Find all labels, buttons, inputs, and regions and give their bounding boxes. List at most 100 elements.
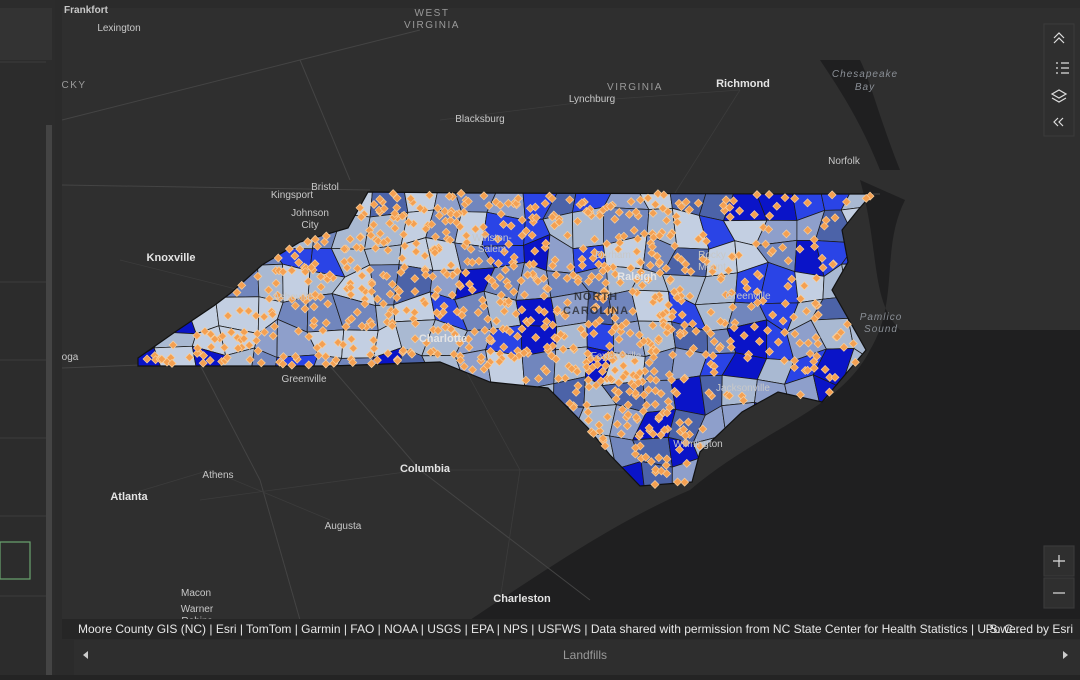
landfill-point (665, 231, 675, 241)
landfill-point (406, 194, 416, 204)
landfill-point (583, 407, 593, 417)
powered-by[interactable]: Powered by Esri (986, 622, 1073, 636)
landfill-point (264, 294, 274, 304)
landfill-point (219, 342, 229, 352)
landfill-point (352, 264, 362, 274)
landfill-point (738, 396, 748, 406)
landfill-point (681, 259, 691, 269)
place-label: Bristol (311, 182, 339, 193)
legend-button[interactable] (1056, 62, 1069, 74)
prev-button[interactable] (83, 651, 88, 659)
landfill-point (795, 338, 805, 348)
place-label: oga (62, 352, 79, 363)
place-label: Knoxville (147, 252, 196, 264)
landfill-point (251, 311, 261, 321)
landfill-point (768, 246, 778, 256)
landfill-point (689, 344, 699, 354)
landfill-point (813, 339, 823, 349)
zoom-in[interactable] (1043, 545, 1075, 577)
landfill-point (799, 281, 809, 291)
state-label: VIRGINIA (607, 82, 663, 93)
landfill-point (256, 358, 266, 368)
landfill-point (244, 306, 254, 316)
place-label: Raleigh (617, 271, 657, 283)
layer-footer (74, 640, 1080, 675)
landfill-point (372, 294, 382, 304)
landfill-point (622, 421, 632, 431)
landfill-point (426, 347, 436, 357)
landfill-point (521, 375, 531, 385)
landfill-point (749, 210, 759, 220)
landfill-point (576, 324, 586, 334)
landfill-point (677, 310, 687, 320)
landfill-point (789, 363, 799, 373)
landfill-point (754, 336, 764, 346)
layers-button[interactable] (1050, 89, 1068, 103)
landfill-point (434, 211, 444, 221)
landfill-point (680, 431, 690, 441)
landfill-point (560, 311, 570, 321)
landfill-point (645, 260, 655, 270)
next-button[interactable] (1063, 651, 1068, 659)
landfill-point (850, 357, 860, 367)
water-label: Sound (864, 324, 898, 335)
landfill-point (583, 375, 593, 385)
landfill-point (803, 225, 813, 235)
place-label: Durham (595, 250, 631, 261)
landfill-point (273, 290, 283, 300)
landfill-point (483, 314, 493, 324)
landfill-point (345, 255, 355, 265)
landfill-point (783, 281, 793, 291)
landfill-point (430, 248, 440, 258)
landfill-point (666, 274, 676, 284)
landfill-point (309, 302, 319, 312)
landfill-point (662, 454, 672, 464)
expand-button[interactable] (1053, 117, 1064, 127)
landfill-point (567, 364, 577, 374)
landfill-point (553, 374, 563, 384)
landfill-point (445, 235, 455, 245)
landfill-point (199, 351, 209, 361)
landfill-point (534, 374, 544, 384)
landfill-point (306, 262, 316, 272)
landfill-point (407, 349, 417, 359)
landfill-point (504, 239, 514, 249)
landfill-point (369, 200, 379, 210)
landfill-point (602, 412, 612, 422)
landfill-point (618, 350, 628, 360)
landfill-point (779, 356, 789, 366)
landfill-point (842, 197, 852, 207)
landfill-point (573, 216, 583, 226)
landfill-point (644, 385, 654, 395)
landfill-point (232, 288, 242, 298)
landfill-point (441, 227, 451, 237)
landfill-point (206, 329, 216, 339)
landfill-point (579, 330, 589, 340)
attribution[interactable]: Moore County GIS (NC) | Esri | TomTom | … (78, 622, 1023, 636)
landfill-point (339, 244, 349, 254)
landfill-points (142, 188, 875, 489)
landfill-point (425, 190, 434, 200)
landfill-point (342, 263, 352, 273)
landfill-point (590, 234, 600, 244)
state-label: VIRGINIA (404, 20, 460, 31)
selected-item[interactable] (0, 541, 31, 580)
landfill-point (287, 294, 297, 304)
landfill-point (167, 358, 177, 368)
landfill-point (803, 198, 813, 208)
collapse-button[interactable] (1053, 32, 1065, 44)
landfill-point (541, 366, 551, 376)
place-label: Greenville (281, 374, 326, 385)
landfill-point (643, 275, 653, 285)
scrollbar[interactable] (46, 125, 52, 675)
landfill-point (674, 445, 684, 455)
landfill-point (672, 388, 682, 398)
landfill-point (615, 238, 625, 248)
landfill-point (531, 213, 541, 223)
place-label: Jacksonville (716, 383, 770, 394)
landfill-point (352, 242, 362, 252)
landfill-point (667, 312, 677, 322)
place-label: Rocky (698, 250, 726, 261)
landfill-point (734, 250, 744, 260)
